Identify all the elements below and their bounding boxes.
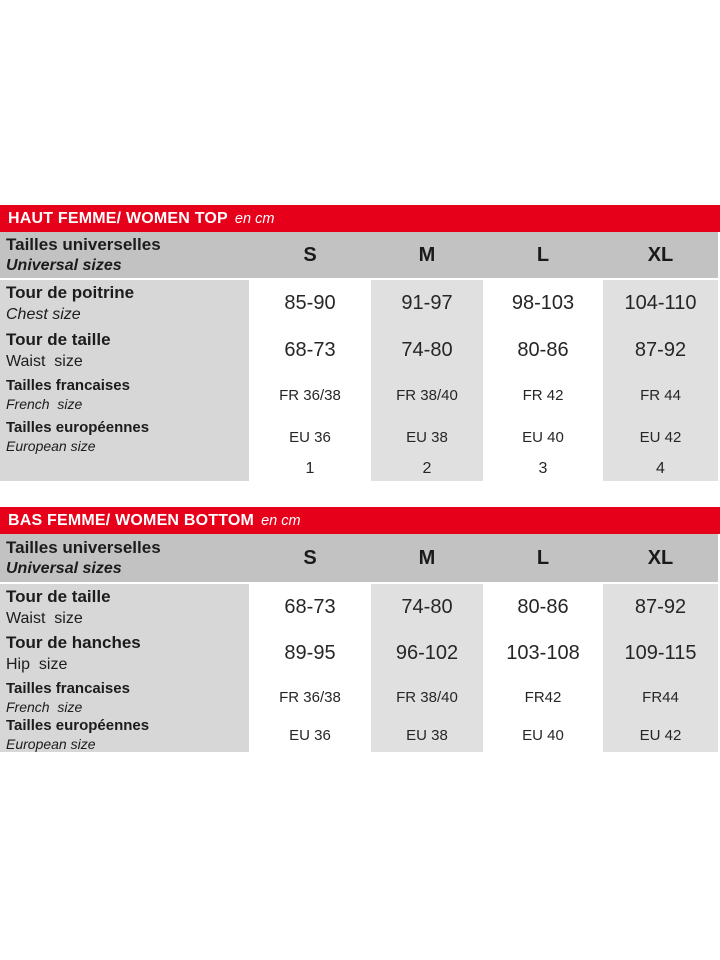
- value-cell: FR44: [603, 677, 718, 718]
- row-label-en: Chest size: [6, 306, 81, 323]
- value-cell: FR42: [487, 677, 599, 718]
- row-label-european-size: Tailles européennes European size: [0, 717, 249, 752]
- value-cell: 80-86: [487, 584, 599, 630]
- row-label-hip: Tour de hanches Hip size: [0, 630, 249, 677]
- value-cell: EU 38: [371, 718, 483, 752]
- universal-sizes-label-en: Universal sizes: [6, 560, 122, 577]
- row-label-fr: Tour de hanches: [6, 633, 141, 652]
- table-header-row: Tailles universelles Universal sizes S M…: [0, 232, 718, 278]
- value-cell: EU 40: [487, 718, 599, 752]
- women-bottom-size-table: BAS FEMME/ WOMEN BOTTOM en cm Tailles un…: [0, 507, 720, 752]
- value-cell: FR 44: [603, 373, 718, 417]
- table-body: Tour de taille Waist size 68-73 74-80 80…: [0, 584, 718, 752]
- value-cell: 2: [371, 457, 483, 481]
- table-body: Tour de poitrine Chest size 85-90 91-97 …: [0, 280, 718, 481]
- unit-label: en cm: [234, 210, 275, 227]
- value-cell: 98-103: [487, 280, 599, 327]
- row-label-en: European size: [6, 736, 96, 752]
- size-header-xl: XL: [647, 243, 674, 266]
- value-cell: EU 42: [603, 718, 718, 752]
- row-label-fr: Tour de taille: [6, 329, 111, 349]
- value-cell: 91-97: [371, 280, 483, 327]
- row-label-french-size: Tailles francaises French size: [0, 373, 249, 417]
- value-cell: 74-80: [371, 327, 483, 373]
- size-header-xl: XL: [647, 546, 674, 569]
- row-label-en: Waist size: [6, 609, 83, 627]
- value-cell: FR 36/38: [253, 373, 367, 417]
- row-label-waist: Tour de taille Waist size: [0, 584, 249, 630]
- unit-label: en cm: [261, 512, 301, 529]
- value-cell: 109-115: [603, 630, 718, 677]
- row-label-fr: Tailles francaises: [6, 679, 130, 697]
- size-header-m: M: [418, 243, 436, 266]
- table-header-row: Tailles universelles Universal sizes S M…: [0, 534, 718, 582]
- table-title: BAS FEMME/ WOMEN BOTTOM: [8, 511, 255, 529]
- value-cell: EU 40: [487, 417, 599, 457]
- size-header-s: S: [303, 243, 317, 266]
- table-title-bar: BAS FEMME/ WOMEN BOTTOM en cm: [0, 507, 720, 534]
- value-cell: 104-110: [603, 280, 718, 327]
- universal-sizes-label: Tailles universelles Universal sizes: [0, 234, 249, 276]
- value-cell: 68-73: [253, 327, 367, 373]
- value-cell: 1: [253, 457, 367, 481]
- row-label-fr: Tailles francaises: [6, 377, 130, 394]
- row-label-fr: Tailles européennes: [6, 419, 150, 436]
- value-cell: 87-92: [603, 327, 718, 373]
- value-cell: 85-90: [253, 280, 367, 327]
- value-cell: EU 38: [371, 417, 483, 457]
- row-label-fr: Tailles européennes: [6, 717, 150, 734]
- value-cell: 89-95: [253, 630, 367, 677]
- row-label-en: Hip size: [6, 656, 68, 673]
- value-cell: 3: [487, 457, 599, 481]
- value-cell: 74-80: [371, 584, 483, 630]
- row-label-en: Waist size: [6, 352, 83, 370]
- value-cell: 96-102: [371, 630, 483, 677]
- value-cell: EU 42: [603, 417, 718, 457]
- size-header-s: S: [303, 546, 317, 569]
- row-label-en: French size: [6, 396, 83, 412]
- row-label-empty: [0, 457, 249, 481]
- row-label-en: French size: [6, 698, 83, 715]
- row-label-french-size: Tailles francaises French size: [0, 677, 249, 718]
- value-cell: FR 42: [487, 373, 599, 417]
- value-cell: 68-73: [253, 584, 367, 630]
- value-cell: 4: [603, 457, 718, 481]
- table-title-bar: HAUT FEMME/ WOMEN TOP en cm: [0, 205, 720, 232]
- row-label-fr: Tour de poitrine: [6, 283, 135, 302]
- row-label-en: European size: [6, 438, 96, 454]
- value-cell: FR 38/40: [371, 373, 483, 417]
- value-cell: EU 36: [253, 718, 367, 752]
- universal-sizes-label-en: Universal sizes: [6, 257, 122, 274]
- row-label-chest: Tour de poitrine Chest size: [0, 280, 249, 327]
- size-header-l: L: [536, 243, 550, 266]
- size-header-m: M: [418, 546, 436, 569]
- size-header-l: L: [536, 546, 550, 569]
- value-cell: 87-92: [603, 584, 718, 630]
- value-cell: FR 36/38: [253, 677, 367, 718]
- universal-sizes-label-fr: Tailles universelles: [6, 538, 161, 557]
- row-label-waist: Tour de taille Waist size: [0, 327, 249, 373]
- universal-sizes-label: Tailles universelles Universal sizes: [0, 537, 249, 579]
- value-cell: EU 36: [253, 417, 367, 457]
- value-cell: FR 38/40: [371, 677, 483, 718]
- women-top-size-table: HAUT FEMME/ WOMEN TOP en cm Tailles univ…: [0, 205, 720, 481]
- row-label-fr: Tour de taille: [6, 586, 111, 606]
- value-cell: 103-108: [487, 630, 599, 677]
- universal-sizes-label-fr: Tailles universelles: [6, 235, 161, 254]
- row-label-european-size: Tailles européennes European size: [0, 417, 249, 457]
- value-cell: 80-86: [487, 327, 599, 373]
- table-title: HAUT FEMME/ WOMEN TOP: [8, 209, 228, 227]
